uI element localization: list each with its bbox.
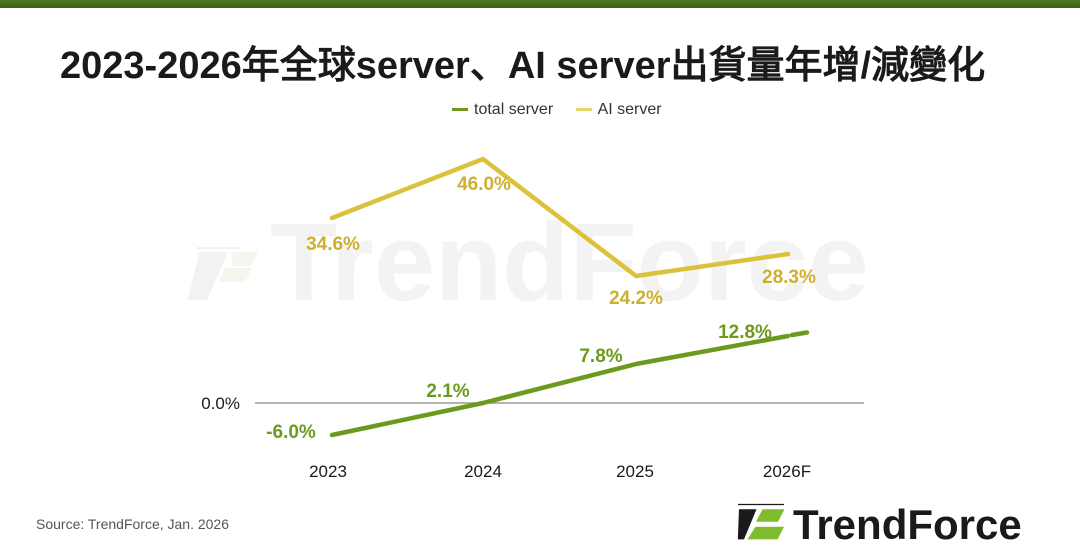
svg-text:TrendForce: TrendForce xyxy=(793,501,1022,548)
